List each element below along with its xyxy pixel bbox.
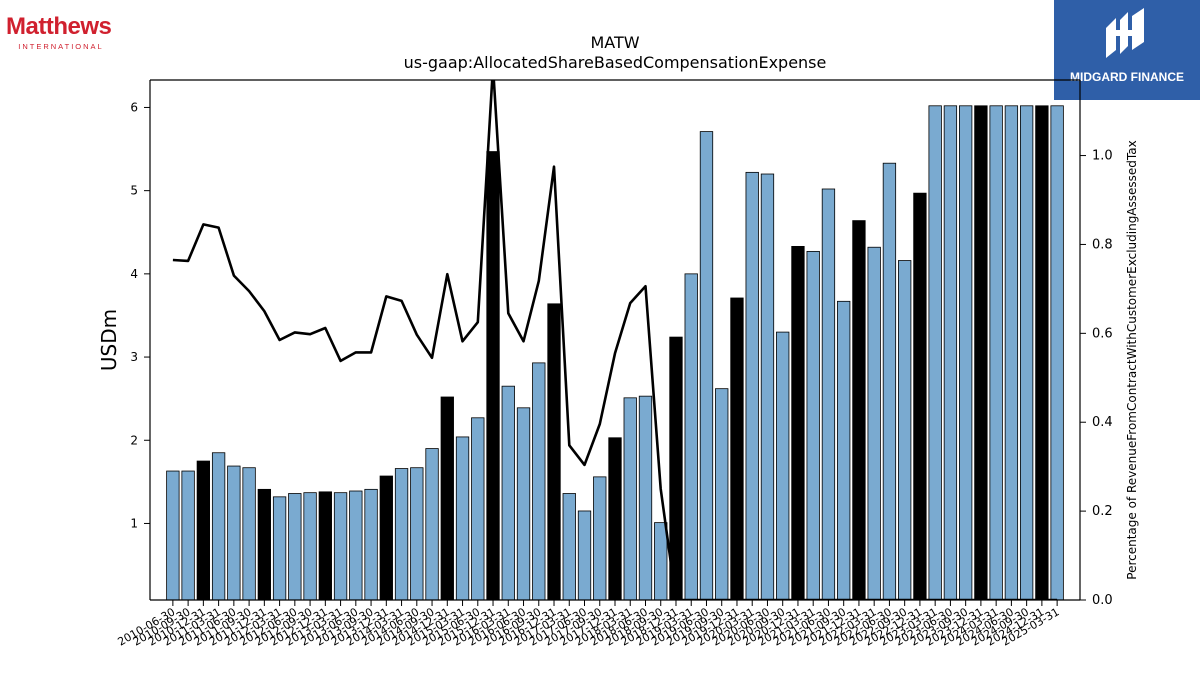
bar (532, 362, 546, 600)
matthews-logo-brand: Matthews (6, 13, 112, 40)
bar (898, 260, 912, 600)
bar (791, 245, 805, 600)
bar (928, 105, 942, 600)
bar (425, 448, 439, 600)
bar (516, 407, 531, 600)
bar (394, 468, 409, 600)
bar (455, 436, 470, 600)
bar (699, 131, 714, 600)
bar (608, 437, 622, 600)
bar (410, 467, 424, 600)
bar (349, 490, 363, 600)
bar (730, 297, 744, 600)
bars-group (166, 105, 1064, 600)
bar (303, 492, 317, 600)
y2-tick-label: 0.2 (1092, 504, 1113, 519)
chart-title: MATW (590, 33, 640, 52)
bar (913, 192, 927, 600)
bar (669, 336, 683, 600)
bar (257, 488, 271, 600)
bar (440, 396, 454, 600)
bar (684, 273, 698, 600)
bar (577, 510, 592, 600)
bar (364, 488, 378, 600)
bar (562, 493, 576, 600)
y-tick-label: 1 (130, 516, 138, 530)
bar (501, 385, 515, 600)
bar (318, 491, 332, 600)
bar (166, 470, 180, 600)
bar (638, 395, 653, 600)
y2-axis-label: Percentage of RevenueFromContractWithCus… (1125, 140, 1139, 579)
bar (623, 397, 637, 600)
bar (959, 105, 973, 600)
bar (715, 388, 729, 600)
bar (867, 246, 881, 600)
bar (974, 105, 988, 600)
bar (654, 522, 668, 600)
bar (989, 105, 1003, 600)
y-tick-label: 6 (130, 100, 138, 114)
bar (242, 467, 256, 600)
bar (776, 331, 790, 600)
y-tick-label: 4 (130, 267, 138, 281)
bar (547, 303, 561, 600)
bar (837, 300, 851, 600)
y2-tick-label: 0.8 (1092, 237, 1113, 252)
matthews-logo: Matthews INTERNATIONAL (6, 13, 116, 52)
bar (1035, 105, 1049, 600)
y2-tick-label: 1.0 (1092, 149, 1113, 164)
bar (593, 476, 607, 600)
bar (1050, 105, 1064, 600)
matthews-logo-sub: INTERNATIONAL (18, 42, 104, 51)
midgard-logo: MIDGARD FINANCE (1054, 0, 1200, 100)
y2-tick-label: 0.0 (1092, 593, 1113, 608)
y-tick-label: 5 (130, 184, 138, 198)
bar (486, 151, 500, 600)
midgard-logo-text: MIDGARD FINANCE (1070, 70, 1184, 84)
series-line (172, 80, 1058, 600)
bar (272, 496, 287, 600)
bar (181, 470, 195, 600)
bar (1004, 105, 1019, 600)
bar (1019, 105, 1034, 600)
bar (379, 475, 393, 600)
y-axis-label: USDm (97, 309, 121, 371)
bar (760, 173, 775, 600)
bar (196, 460, 211, 600)
axes-group: 1234560.00.20.40.60.81.02010-06-302010-0… (97, 79, 1139, 649)
y2-tick-label: 0.6 (1092, 326, 1113, 341)
bar (882, 162, 897, 600)
line-group (172, 80, 1058, 600)
y2-tick-label: 0.4 (1092, 415, 1113, 430)
bar (806, 250, 820, 600)
bar (821, 188, 836, 600)
y-tick-label: 3 (130, 350, 138, 364)
bar (852, 220, 866, 600)
bar (288, 493, 302, 600)
midgard-logo-icon (1106, 8, 1144, 58)
y-tick-label: 2 (130, 433, 138, 447)
bar (943, 105, 958, 600)
bar (471, 417, 485, 600)
bar (333, 492, 348, 600)
chart-subtitle: us-gaap:AllocatedShareBasedCompensationE… (403, 53, 827, 72)
bar (745, 171, 759, 600)
bar (211, 452, 226, 600)
bar (227, 465, 241, 600)
